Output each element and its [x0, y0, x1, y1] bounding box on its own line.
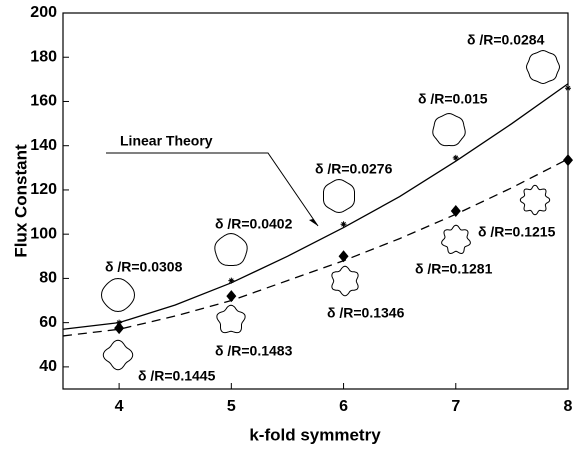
- symmetry-shape: [432, 112, 466, 147]
- star-marker: [452, 154, 459, 161]
- x-tick-label: 5: [227, 398, 236, 415]
- symmetry-shape: [525, 49, 561, 85]
- symmetry-shape: [214, 232, 248, 266]
- symmetry-shape: [102, 339, 134, 371]
- y-tick-label: 100: [30, 225, 57, 242]
- star-marker: [565, 85, 571, 92]
- delta-label: δ /R=0.015: [418, 91, 488, 107]
- diamond-marker: [226, 290, 237, 303]
- x-tick-label: 4: [115, 398, 124, 415]
- delta-label: δ /R=0.1346: [327, 305, 405, 321]
- y-tick-label: 180: [30, 48, 57, 65]
- x-axis-title: k-fold symmetry: [249, 425, 381, 444]
- delta-label: δ /R=0.1281: [415, 261, 493, 277]
- y-tick-label: 200: [30, 4, 57, 21]
- diamond-marker: [563, 154, 573, 167]
- diamond-marker: [338, 250, 349, 263]
- diamond-marker: [450, 204, 461, 217]
- symmetry-shape: [441, 224, 471, 255]
- symmetry-shape: [100, 277, 136, 313]
- delta-label: δ /R=0.0284: [467, 32, 545, 48]
- symmetry-shape: [519, 184, 551, 216]
- x-tick-label: 8: [564, 398, 573, 415]
- star-marker: [340, 221, 347, 228]
- symmetry-shape: [216, 304, 246, 334]
- y-tick-label: 140: [30, 137, 57, 154]
- line-label: Linear Theory: [120, 133, 213, 149]
- delta-label: δ /R=0.1215: [478, 224, 556, 240]
- fit-line: [62, 83, 569, 330]
- x-tick-label: 7: [451, 398, 460, 415]
- delta-label: δ /R=0.1483: [215, 343, 293, 359]
- label-arrowhead: [309, 219, 318, 226]
- fit-line: [62, 158, 569, 337]
- x-tick-label: 6: [339, 398, 348, 415]
- y-tick-label: 80: [39, 270, 57, 287]
- delta-label: δ /R=0.1445: [138, 368, 216, 384]
- star-marker: [228, 277, 235, 284]
- y-axis-title: Flux Constant: [11, 144, 30, 258]
- y-tick-label: 120: [30, 181, 57, 198]
- symmetry-shape: [323, 178, 355, 214]
- y-tick-label: 160: [30, 93, 57, 110]
- delta-label: δ /R=0.0402: [215, 216, 293, 232]
- label-pointer: [106, 152, 319, 227]
- y-tick-label: 40: [39, 358, 57, 375]
- plot-frame: [62, 12, 569, 390]
- diamond-marker: [114, 322, 125, 335]
- delta-label: δ /R=0.0308: [105, 259, 183, 275]
- symmetry-shape: [331, 265, 359, 297]
- y-tick-label: 60: [39, 314, 57, 331]
- delta-label: δ /R=0.0276: [315, 161, 393, 177]
